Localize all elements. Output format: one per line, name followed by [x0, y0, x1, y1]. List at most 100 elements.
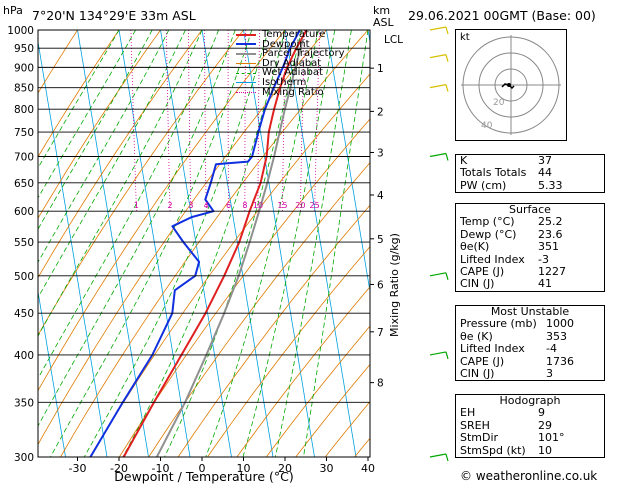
legend-item-dewpoint: Dewpoint: [236, 39, 345, 50]
wind-barb-staff: [429, 351, 447, 356]
mixing-ratio-line: [166, 30, 171, 212]
legend-swatch-wet-adiabat: [236, 72, 256, 74]
dry-adiabat-line: [177, 204, 370, 457]
wind-barb-staff: [429, 152, 447, 158]
hodograph-storm-motion: [507, 83, 511, 87]
wind-barb-flag: [445, 153, 449, 161]
wet-adiabat-line: [38, 30, 186, 299]
pressure-tick-label: 300: [14, 452, 34, 464]
dry-adiabat-line: [236, 286, 370, 457]
pressure-tick-label: 550: [14, 237, 34, 249]
pressure-tick-label: 750: [14, 127, 34, 139]
pressure-tick-label: 900: [14, 62, 34, 74]
isotherm-line: [77, 30, 149, 457]
wet-adiabat-line: [164, 30, 302, 457]
pressure-tick-label: 800: [14, 104, 34, 116]
legend-item-wet-adiabat: Wet Adiabat: [236, 68, 345, 78]
pressure-unit-label: hPa: [3, 4, 23, 17]
pressure-tick-label: 850: [14, 83, 34, 95]
chart-legend: Temperature Dewpoint Parcel Trajectory D…: [236, 30, 345, 97]
wind-barb-staff: [429, 54, 447, 59]
x-tick-label: 0: [199, 462, 206, 475]
x-tick-label: 30: [320, 462, 334, 475]
wet-adiabat-line: [50, 30, 253, 457]
surface-table: Surface Temp (°C) 25.2 Dewp (°C) 23.6 θe(K…: [455, 203, 605, 292]
hodograph-kt-label: kt: [460, 32, 470, 43]
isotherm-line: [160, 30, 232, 457]
pressure-tick-label: 600: [14, 206, 34, 218]
mixing-ratio-label-2: 2: [168, 201, 173, 210]
wet-adiabat-line: [38, 30, 120, 169]
mixing-ratio-label-3: 3: [188, 201, 193, 210]
legend-swatch-dewpoint: [236, 43, 256, 46]
isotherm-line: [38, 289, 66, 457]
legend-item-temperature: Temperature: [236, 30, 345, 40]
hodograph-table: Hodograph EH 9 SREH 29 StmDir 101° StmSpd (…: [455, 394, 605, 459]
plot-frame: [37, 29, 371, 458]
wet-adiabat-line: [38, 30, 170, 263]
mixing-ratio-line: [130, 30, 137, 212]
pressure-tick-label: 700: [14, 151, 34, 163]
hodograph: kt 20 40: [455, 29, 567, 141]
legend-swatch-parcel: [236, 52, 256, 55]
mixing-ratio-label-25: 25: [310, 201, 320, 210]
location-header: 7°20'N 134°29'E 33m ASL: [32, 8, 196, 23]
series-parcel-trajectory: [155, 38, 305, 457]
mixing-ratio-label-15: 15: [277, 201, 287, 210]
mixing-ratio-line: [188, 30, 192, 212]
mixing-ratio-label-20: 20: [295, 201, 305, 210]
pressure-tick-label: 350: [14, 397, 34, 409]
legend-item-dry-adiabat: Dry Adiabat: [236, 58, 345, 69]
wet-adiabat-line: [38, 30, 236, 427]
x-tick-label: -20: [110, 462, 128, 475]
mixing-ratio-line: [314, 30, 321, 212]
dry-adiabat-line: [38, 30, 244, 336]
hodograph-ring-40-label: 40: [481, 121, 493, 131]
mixing-ratio-line: [300, 30, 305, 212]
lcl-label: LCL: [384, 34, 403, 46]
legend-item-isotherm: Isotherm: [236, 78, 345, 88]
legend-item-mixing-ratio: Mixing Ratio: [236, 87, 345, 98]
pressure-tick-label: 400: [14, 350, 34, 362]
km-label: 6: [377, 279, 384, 291]
dry-adiabat-line: [265, 325, 370, 457]
wind-barb-flag: [445, 272, 449, 280]
legend-swatch-mixing-ratio: [236, 91, 256, 93]
km-label: 5: [377, 234, 384, 246]
x-tick-label: 40: [361, 462, 375, 475]
pressure-tick-label: 500: [14, 271, 34, 283]
x-axis-label: Dewpoint / Temperature (°C): [114, 469, 293, 484]
km-label: 4: [377, 190, 384, 202]
mixing-ratio-label-8: 8: [242, 201, 247, 210]
hodograph-ring-20-label: 20: [493, 98, 505, 108]
wind-barb-flag: [445, 54, 449, 62]
series-dewpoint: [89, 30, 301, 457]
legend-item-parcel: Parcel Trajectory: [236, 49, 345, 59]
wind-barb-staff: [429, 272, 447, 277]
datetime-header: 29.06.2021 00GMT (Base: 00): [408, 8, 596, 23]
km-label: 7: [377, 327, 384, 339]
mixing-ratio-line: [257, 30, 260, 212]
x-tick-label: 20: [278, 462, 292, 475]
km-label: 3: [377, 147, 384, 159]
mixing-ratio-label-10: 10: [253, 201, 263, 210]
mixing-ratio-label-1: 1: [134, 201, 139, 210]
mixing-ratio-line: [204, 30, 207, 212]
km-label: 1: [377, 63, 384, 75]
legend-swatch-dry-adiabat: [236, 63, 256, 65]
wind-barb-flag: [445, 84, 449, 92]
wind-barb-staff: [429, 453, 447, 458]
wind-barb-staff: [429, 26, 447, 31]
mixing-ratio-label-6: 6: [226, 201, 231, 210]
wind-barb-flag: [445, 26, 449, 35]
dry-adiabat-line: [38, 30, 120, 158]
isotherm-line: [38, 39, 108, 457]
mixing-ratio-label-4: 4: [204, 201, 209, 210]
legend-swatch-temperature: [236, 33, 256, 36]
wind-barb-staff: [429, 84, 447, 89]
height-unit-asl-label: ASL: [373, 16, 394, 29]
y-axis-right-label: Mixing Ratio (g/kg): [388, 233, 401, 337]
indices-table: K 37 Totals Totals 44 PW (cm) 5.33: [455, 154, 605, 194]
pressure-tick-label: 950: [14, 43, 34, 55]
